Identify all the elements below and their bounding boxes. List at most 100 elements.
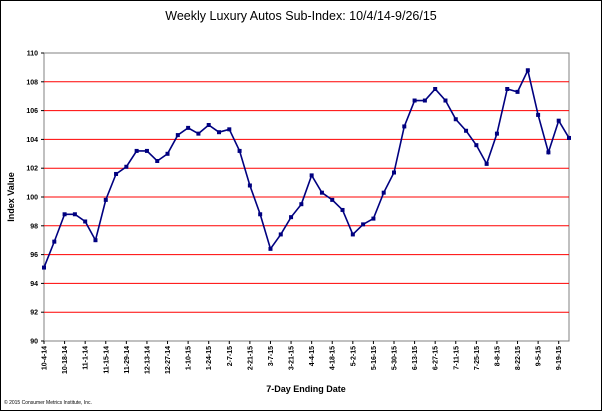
y-tick-label: 96 bbox=[30, 252, 38, 259]
data-point bbox=[402, 124, 407, 129]
data-point bbox=[83, 219, 88, 224]
data-point bbox=[536, 112, 541, 117]
data-point bbox=[227, 127, 232, 132]
x-tick-label: 10-4-14 bbox=[42, 346, 49, 370]
data-point bbox=[546, 150, 551, 155]
x-tick-label: 2-7-15 bbox=[227, 346, 234, 366]
chart-title: Weekly Luxury Autos Sub-Index: 10/4/14-9… bbox=[165, 9, 437, 23]
data-point bbox=[289, 215, 294, 220]
x-tick-label: 11-1-14 bbox=[83, 346, 90, 370]
x-tick-label: 9-5-15 bbox=[536, 346, 543, 366]
data-point bbox=[474, 143, 479, 148]
x-tick-label: 7-25-15 bbox=[474, 346, 481, 370]
data-point bbox=[165, 151, 170, 156]
data-point bbox=[443, 98, 448, 103]
data-point bbox=[114, 171, 119, 176]
y-tick-label: 98 bbox=[30, 223, 38, 230]
y-tick-label: 102 bbox=[26, 166, 38, 173]
data-point bbox=[103, 197, 108, 202]
series-line bbox=[43, 67, 570, 268]
x-tick-label: 9-19-15 bbox=[556, 346, 563, 370]
data-point bbox=[62, 212, 67, 217]
data-point bbox=[319, 190, 324, 195]
x-tick-label: 3-21-15 bbox=[289, 346, 296, 370]
x-tick-label: 6-13-15 bbox=[412, 346, 419, 370]
data-point bbox=[299, 202, 304, 207]
series-line-path bbox=[43, 67, 570, 268]
x-tick-label: 7-11-15 bbox=[453, 346, 460, 370]
data-point bbox=[494, 131, 499, 136]
data-point bbox=[155, 159, 160, 163]
x-tick-label: 6-27-15 bbox=[433, 346, 440, 370]
data-point bbox=[505, 87, 510, 91]
data-point bbox=[464, 128, 469, 133]
data-point bbox=[93, 238, 98, 243]
x-tick-label: 8-22-15 bbox=[515, 346, 522, 370]
y-tick-label: 94 bbox=[30, 281, 38, 288]
data-point bbox=[196, 131, 201, 136]
x-tick-label: 3-7-15 bbox=[268, 346, 275, 366]
data-point bbox=[556, 118, 561, 123]
copyright-note: © 2015 Consumer Metrics Institute, Inc. bbox=[4, 399, 92, 406]
y-tick-label: 92 bbox=[30, 310, 38, 317]
x-tick-label: 1-10-15 bbox=[186, 346, 193, 370]
data-point bbox=[392, 170, 396, 175]
x-axis-ticks: 10-4-14 10-18-14 11-1-14 11-15-14 11-29-14 12… bbox=[42, 341, 563, 374]
data-point bbox=[309, 173, 314, 178]
data-point bbox=[433, 87, 438, 91]
y-tick-label: 108 bbox=[26, 79, 38, 86]
x-tick-label: 11-15-14 bbox=[103, 346, 110, 374]
data-point bbox=[330, 197, 335, 202]
data-point bbox=[258, 212, 263, 217]
data-point bbox=[340, 207, 345, 212]
y-tick-label: 104 bbox=[26, 137, 38, 144]
data-point bbox=[412, 98, 417, 103]
x-tick-label: 4-18-15 bbox=[330, 346, 337, 370]
data-point bbox=[175, 133, 180, 138]
x-tick-label: 2-21-15 bbox=[247, 346, 254, 370]
x-axis-title: 7-Day Ending Date bbox=[266, 384, 346, 394]
data-point bbox=[247, 183, 252, 188]
y-axis-ticks: 90 92 94 96 98 100 102 104 106 108 110 bbox=[26, 51, 44, 346]
data-point bbox=[484, 161, 489, 166]
x-tick-label: 1-24-15 bbox=[206, 346, 213, 370]
data-point bbox=[268, 246, 273, 251]
data-point bbox=[371, 216, 376, 221]
data-point bbox=[124, 164, 129, 169]
data-point bbox=[52, 239, 57, 244]
data-point bbox=[134, 148, 139, 153]
gridlines bbox=[44, 81, 569, 313]
x-tick-label: 5-16-15 bbox=[371, 346, 378, 370]
y-tick-label: 110 bbox=[27, 51, 38, 58]
x-tick-label: 10-18-14 bbox=[62, 346, 69, 374]
x-tick-label: 12-27-14 bbox=[165, 346, 172, 374]
data-point bbox=[361, 222, 366, 227]
data-point bbox=[237, 148, 242, 153]
data-point bbox=[144, 148, 149, 153]
data-point bbox=[278, 232, 283, 237]
x-tick-label: 8-8-15 bbox=[494, 346, 501, 366]
series-markers bbox=[42, 68, 571, 270]
x-tick-label: 12-13-14 bbox=[144, 346, 151, 374]
data-point bbox=[350, 232, 355, 237]
data-point bbox=[42, 265, 46, 270]
data-point bbox=[525, 68, 530, 73]
x-tick-label: 4-4-15 bbox=[309, 346, 316, 366]
data-point bbox=[72, 212, 77, 217]
data-point bbox=[453, 117, 458, 122]
y-tick-label: 90 bbox=[30, 339, 38, 346]
y-tick-label: 100 bbox=[26, 195, 38, 202]
y-axis-title: Index Value bbox=[6, 172, 16, 222]
x-tick-label: 5-2-15 bbox=[350, 346, 357, 366]
data-point bbox=[515, 89, 520, 94]
x-tick-label: 11-29-14 bbox=[124, 346, 131, 374]
data-point bbox=[217, 130, 221, 135]
x-tick-label: 5-30-15 bbox=[392, 346, 399, 370]
y-tick-label: 106 bbox=[26, 108, 38, 115]
data-point bbox=[186, 125, 191, 130]
data-point bbox=[422, 98, 427, 103]
data-point bbox=[567, 135, 571, 140]
data-point bbox=[206, 123, 211, 127]
data-point bbox=[381, 190, 386, 195]
